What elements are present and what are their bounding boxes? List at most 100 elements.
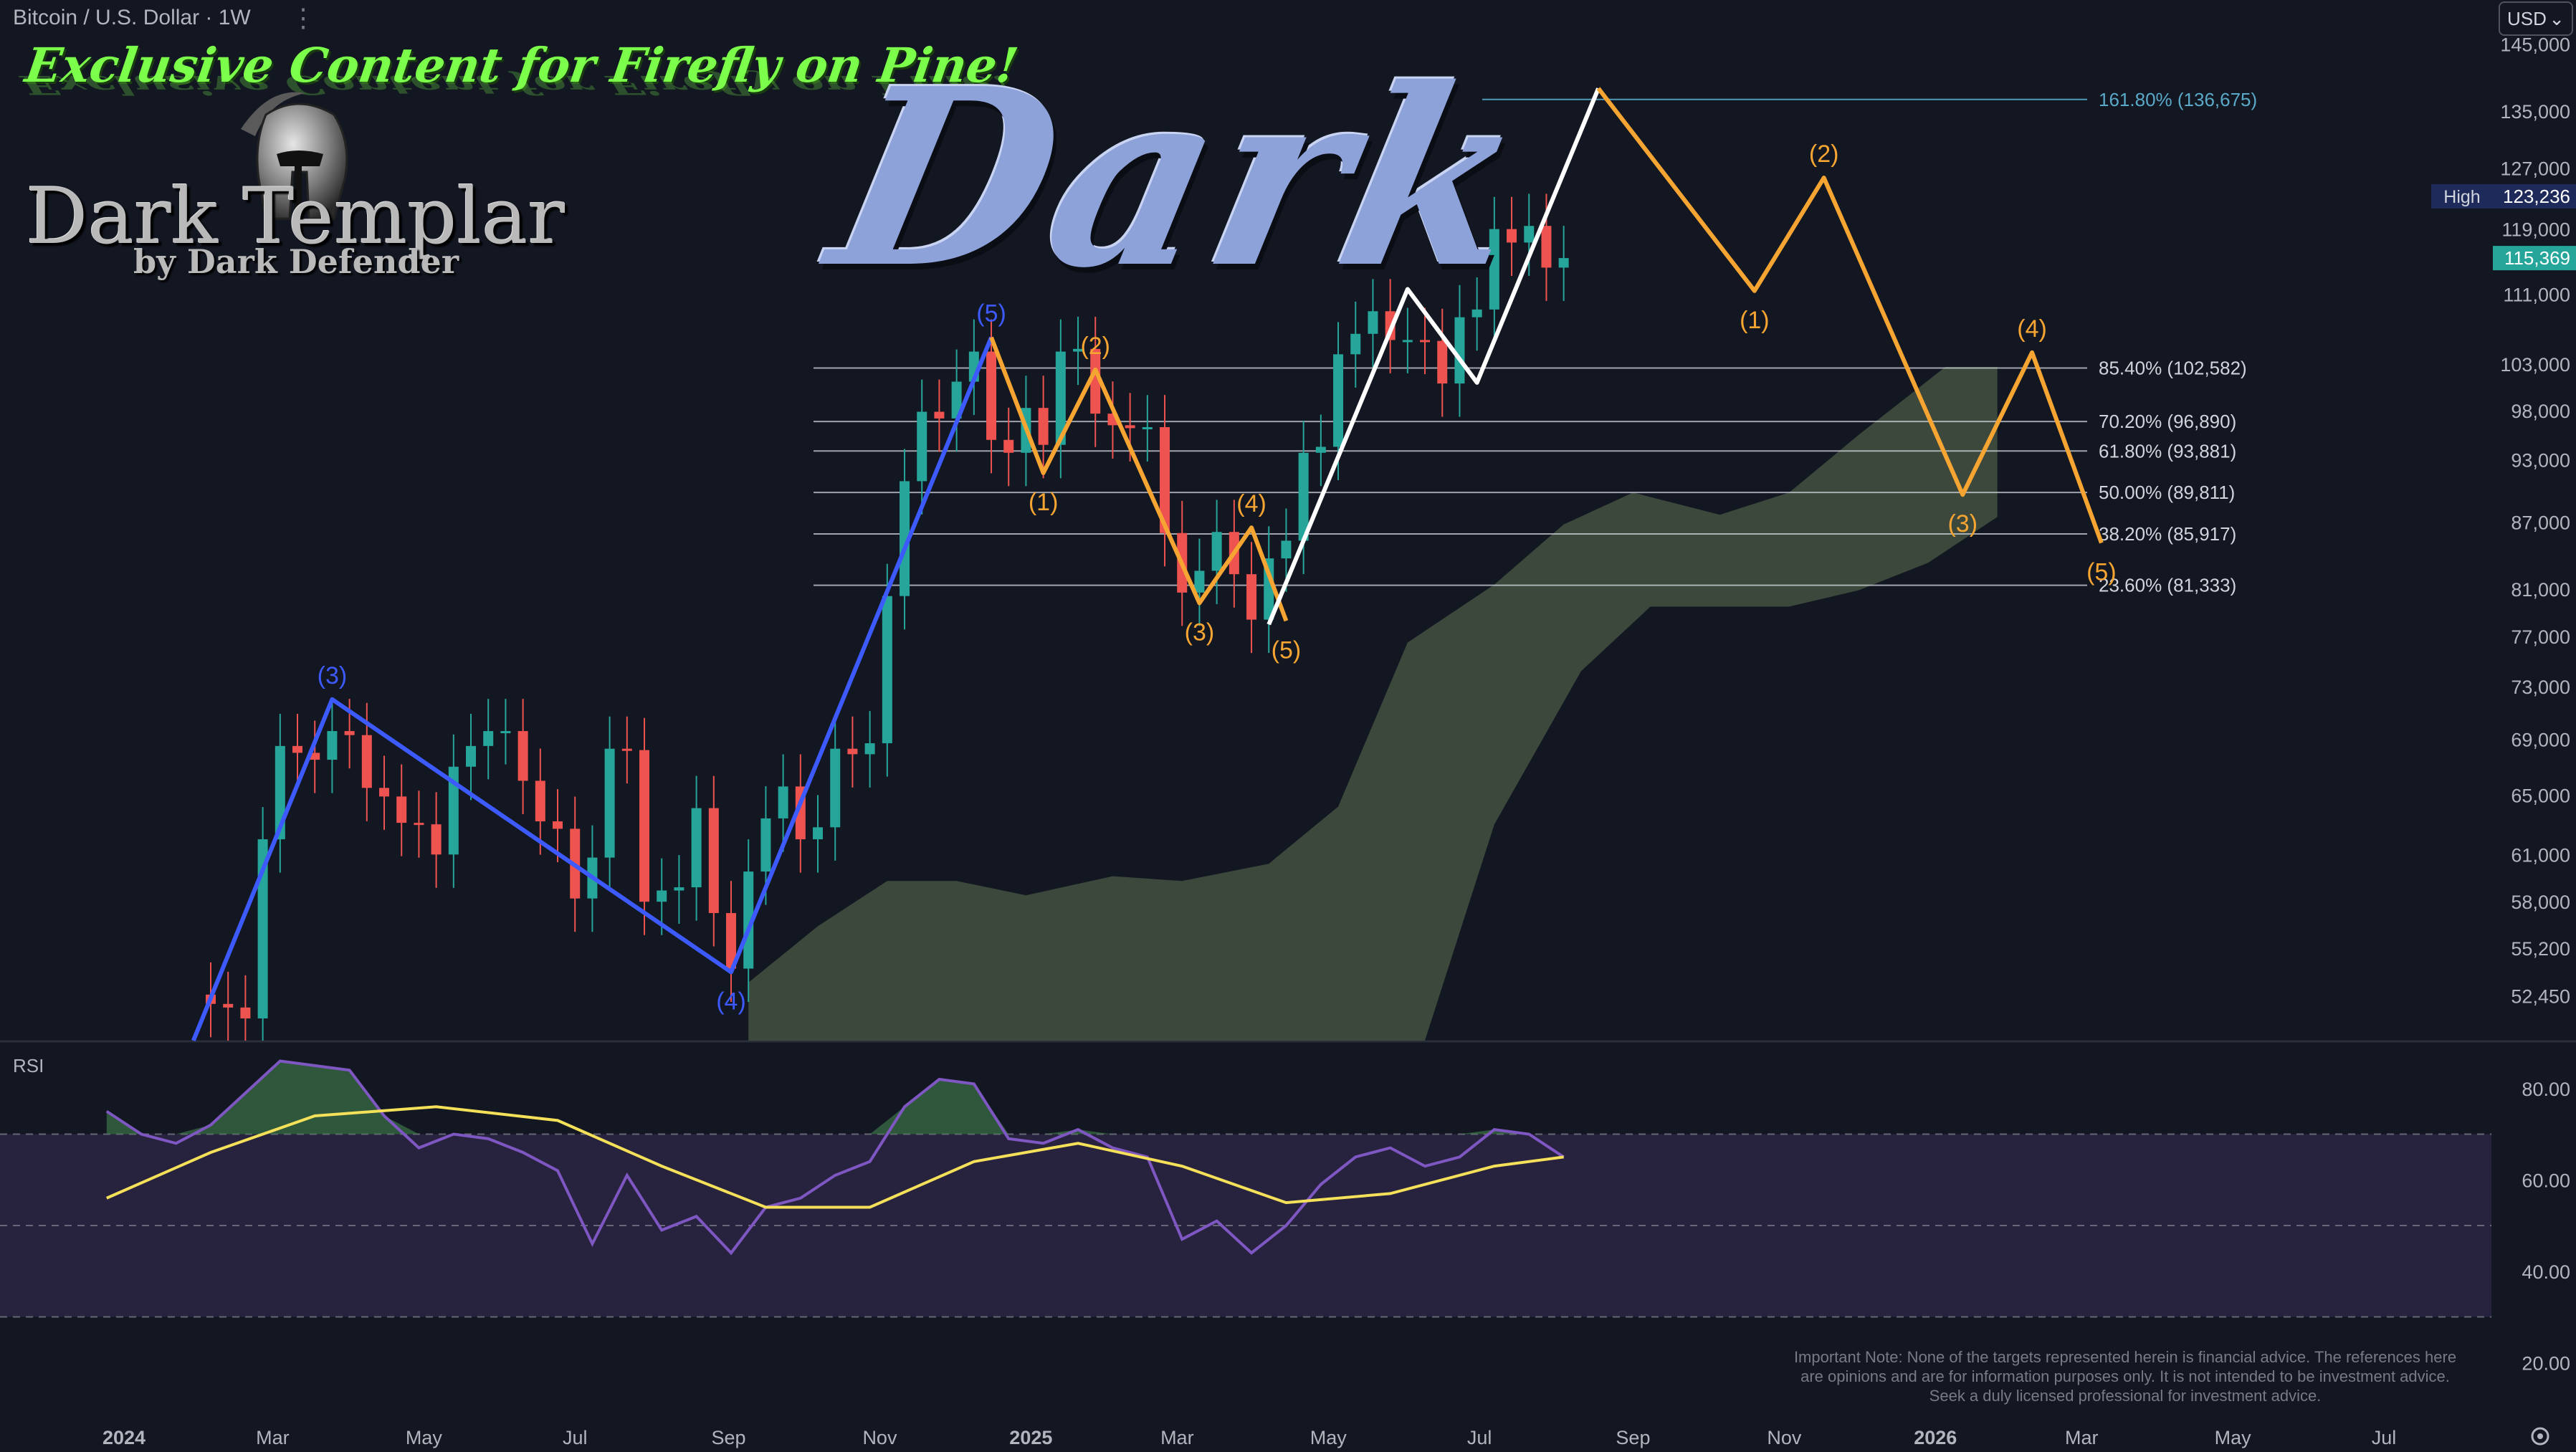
fib-level-label: 161.80% (136,675) [2099, 89, 2257, 110]
candle-body [1003, 439, 1014, 453]
candle-body [327, 731, 338, 760]
candle-body [1246, 574, 1257, 620]
candle-body [535, 780, 545, 822]
wave-label: (3) [318, 662, 348, 689]
wave-white-line [1266, 87, 1601, 626]
settings-icon-hub [2537, 1433, 2543, 1439]
time-axis-tick: May [406, 1427, 443, 1448]
candle-body [1125, 425, 1135, 429]
price-tag-value: 115,369 [2504, 247, 2570, 269]
rsi-axis-tick: 80.00 [2522, 1079, 2570, 1100]
rsi-overbought-fill [106, 1061, 1564, 1135]
price-axis-tick: 58,000 [2511, 892, 2570, 913]
candle-body [657, 890, 667, 902]
settings-icon-ring [2531, 1427, 2549, 1446]
candle-body [864, 743, 875, 755]
price-tag-box [2493, 183, 2576, 209]
wave-label: (2) [1080, 333, 1110, 360]
time-axis-tick: Nov [1767, 1427, 1802, 1448]
wave-label: (4) [716, 988, 746, 1015]
candle-body [1333, 354, 1344, 447]
price-axis-tick: 93,000 [2511, 450, 2570, 472]
price-axis-tick: 61,000 [2511, 844, 2570, 866]
time-axis-tick: Jul [2372, 1427, 2397, 1448]
candle-body [1160, 427, 1170, 533]
candle-body [466, 745, 477, 767]
fib-level-label: 38.20% (85,917) [2099, 523, 2236, 545]
time-axis-tick: Jul [1467, 1427, 1492, 1448]
dark-watermark: Dark [811, 36, 1551, 322]
symbol-title[interactable]: Bitcoin / U.S. Dollar · 1W [13, 6, 251, 29]
candle-body [1211, 532, 1222, 571]
candle-body [431, 824, 442, 855]
price-tag-label-box [2431, 183, 2493, 209]
rsi-line [105, 1059, 1565, 1256]
price-tag-label: High [2443, 187, 2480, 207]
time-axis-tick: Mar [2065, 1427, 2099, 1448]
logo-subtitle: by Dark Defender [133, 242, 459, 281]
price-axis-tick: 103,000 [2500, 354, 2570, 376]
candle-body [1073, 348, 1084, 352]
candle-body [1142, 427, 1153, 430]
fib-level-label: 23.60% (81,333) [2099, 575, 2236, 596]
time-axis-tick: Nov [862, 1427, 897, 1448]
rsi-pane-title[interactable]: RSI [13, 1055, 44, 1076]
currency-selector[interactable]: USD ⌄ [2499, 1, 2573, 36]
candle-body [396, 796, 407, 823]
candle-body [882, 596, 892, 744]
candle-body [1090, 348, 1101, 414]
candle-body [448, 766, 459, 855]
candle-body [1558, 258, 1569, 268]
candle-body [517, 731, 528, 781]
wave-label: (3) [1185, 618, 1215, 646]
candle-body [1489, 229, 1499, 310]
candle-body [553, 821, 563, 829]
currency-label: USD [2507, 7, 2547, 29]
candle-body [743, 871, 754, 969]
price-axis-tick: 87,000 [2511, 512, 2570, 534]
candle-body [674, 887, 684, 891]
candle-body [1315, 446, 1326, 453]
time-axis-tick: May [2215, 1427, 2252, 1448]
wave-label: (2) [1809, 140, 1839, 168]
wave-label: (5) [1272, 636, 1302, 664]
price-axis-tick: 55,200 [2511, 938, 2570, 960]
rsi-axis-tick: 40.00 [2522, 1261, 2570, 1283]
fib-level-label: 85.40% (102,582) [2099, 358, 2247, 379]
more-options-icon[interactable]: ⋮ [290, 3, 316, 32]
wave-label: (1) [1740, 307, 1770, 334]
candle-body [1368, 311, 1378, 334]
candle-body [1350, 333, 1361, 355]
time-axis-tick: 2026 [1914, 1427, 1957, 1448]
candle-body [639, 750, 650, 902]
candle-body [813, 827, 824, 840]
candle-body [778, 786, 788, 818]
time-axis-tick: Jul [563, 1427, 588, 1448]
fib-level-label: 70.20% (96,890) [2099, 411, 2236, 432]
fib-level-label: 61.80% (93,881) [2099, 440, 2236, 462]
candle-body [934, 411, 945, 419]
fib-level-label: 50.00% (89,811) [2099, 482, 2235, 503]
candle-body [1298, 452, 1309, 541]
candle-body [257, 839, 268, 1019]
candle-body [1281, 540, 1292, 559]
price-axis-tick: 98,000 [2511, 401, 2570, 422]
candle-body [1524, 226, 1535, 243]
price-axis-tick: 127,000 [2500, 158, 2570, 180]
wave-label: (5) [2086, 559, 2117, 586]
settings-icon[interactable] [2531, 1427, 2549, 1446]
chevron-down-icon: ⌄ [2549, 7, 2565, 29]
helmet-icon [241, 92, 348, 220]
candle-body [1055, 351, 1066, 445]
candle-body [379, 788, 390, 797]
candle-body [708, 808, 719, 914]
time-axis-tick: May [1310, 1427, 1347, 1448]
price-axis-tick: 111,000 [2503, 285, 2570, 306]
logo-title: Dark Templar [26, 172, 566, 262]
time-axis-tick: Mar [1160, 1427, 1194, 1448]
wave-label: (1) [1029, 489, 1059, 516]
candle-body [1402, 340, 1413, 343]
dark-templar-logo: Dark Templar by Dark Defender [26, 65, 565, 301]
candle-body [1454, 317, 1465, 384]
